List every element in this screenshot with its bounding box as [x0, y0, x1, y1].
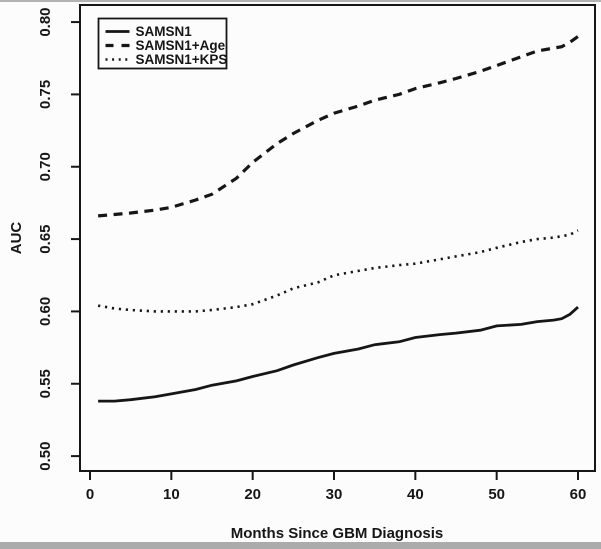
y-axis-title: AUC [8, 222, 25, 255]
x-tick-label: 40 [407, 486, 424, 503]
curve-samsn1 [98, 306, 579, 403]
legend-label: SAMSN1+KPS [136, 52, 228, 67]
y-tick-label: 0.75 [37, 80, 54, 109]
y-tick-label: 0.60 [37, 297, 54, 326]
scan-artifact-bottom-bar [0, 542, 601, 549]
legend-label: SAMSN1+Age [136, 38, 226, 53]
x-tick-label: 60 [570, 486, 587, 503]
x-axis-title: Months Since GBM Diagnosis [231, 525, 444, 542]
y-tick-label: 0.80 [37, 7, 54, 36]
x-tick-label: 50 [488, 486, 505, 503]
series-curves [97, 35, 579, 403]
curve-samsn1-age [97, 35, 579, 218]
y-tick-label: 0.50 [37, 441, 54, 470]
x-tick-label: 10 [163, 486, 180, 503]
x-tick-label: 20 [244, 486, 261, 503]
plot-border [79, 4, 596, 472]
y-tick-label: 0.55 [37, 369, 54, 398]
scan-artifact-top-line [0, 0, 601, 2]
legend-label: SAMSN1 [136, 24, 193, 39]
x-axis-ticks: 0 10 20 30 40 50 60 [86, 472, 587, 503]
y-tick-label: 0.65 [37, 224, 54, 253]
y-tick-label: 0.70 [37, 152, 54, 181]
curve-samsn1-kps [97, 229, 579, 313]
x-tick-label: 0 [86, 486, 94, 503]
x-tick-label: 30 [326, 486, 343, 503]
y-axis-ticks: 0.50 0.55 0.60 0.65 0.70 0.75 0.80 [37, 7, 79, 471]
